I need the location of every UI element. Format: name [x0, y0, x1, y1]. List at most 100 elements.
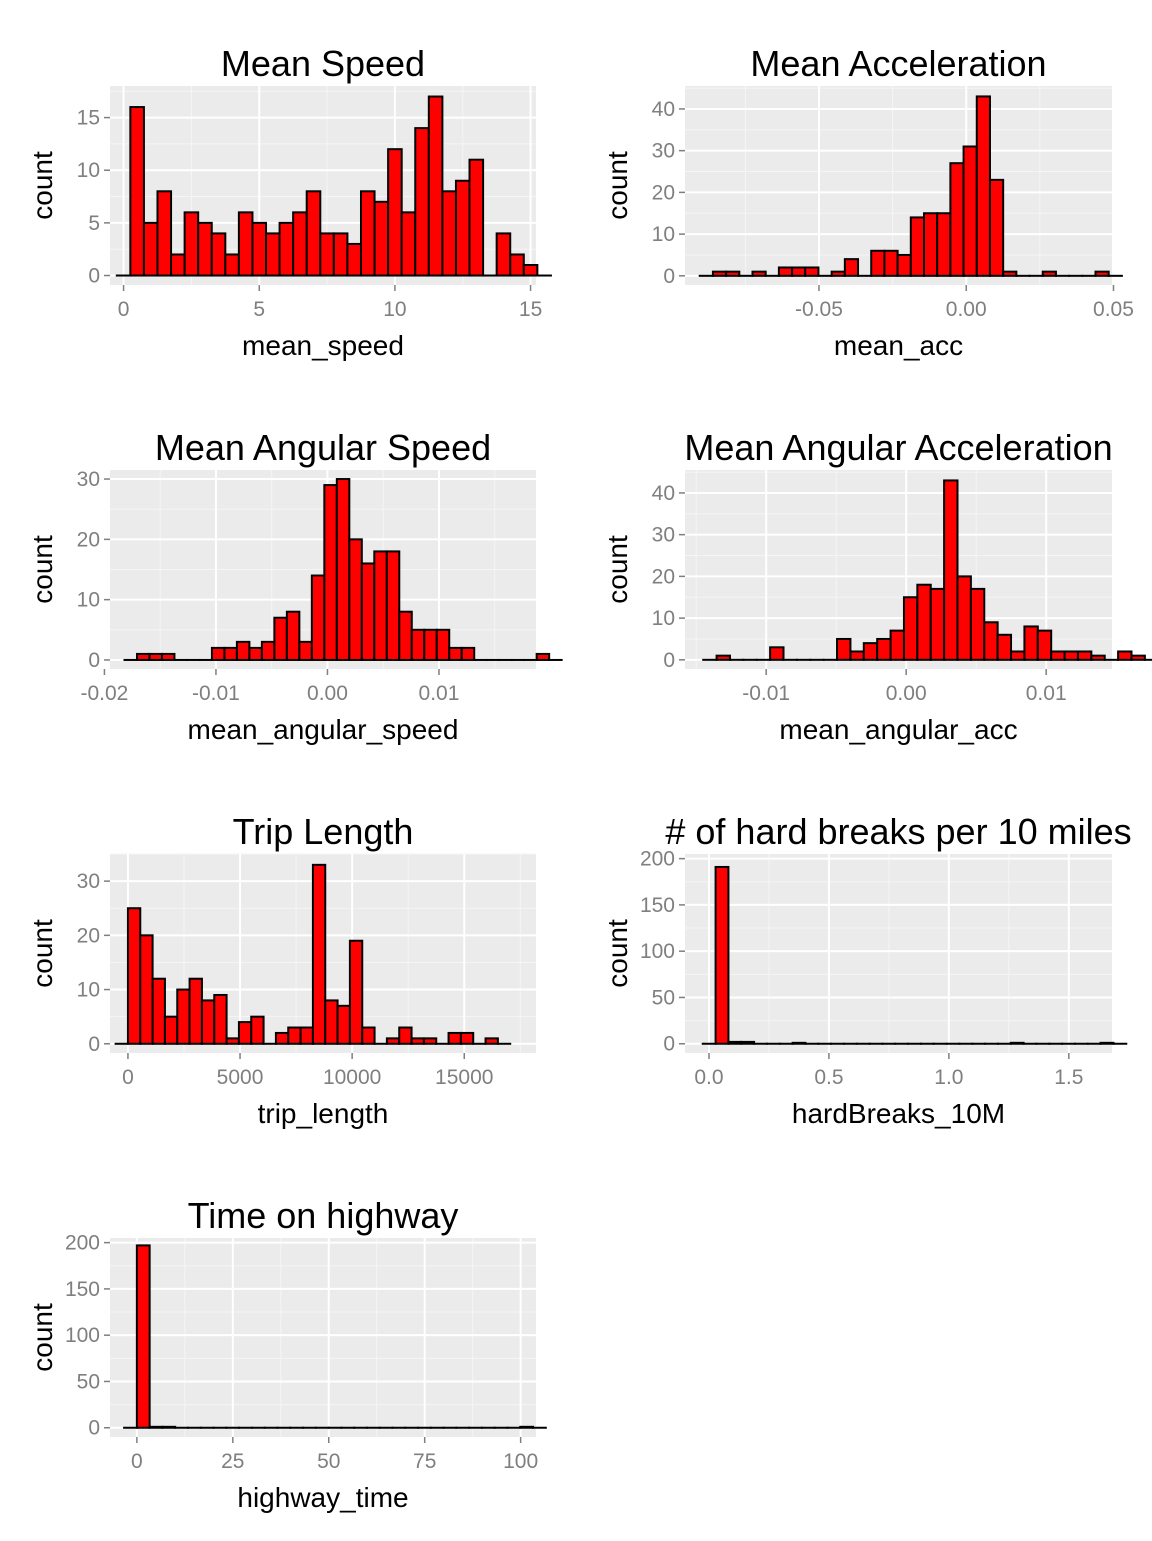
histogram-bar — [864, 643, 877, 660]
histogram-bar — [412, 1038, 424, 1043]
y-tick-label: 30 — [77, 870, 100, 893]
x-tick-label: 25 — [221, 1450, 244, 1473]
y-tick-label: 20 — [652, 181, 675, 204]
histogram-bar — [442, 191, 456, 275]
y-axis-title: count — [602, 151, 633, 220]
histogram-bar — [741, 1042, 754, 1044]
y-tick-label: 15 — [77, 107, 100, 130]
histogram-bar — [461, 1033, 473, 1044]
chart-title: Mean Angular Speed — [155, 427, 491, 468]
histogram-bar — [349, 539, 361, 660]
histogram-bar — [375, 202, 389, 276]
histogram-bar — [239, 1022, 251, 1044]
x-tick-label: 1.5 — [1054, 1066, 1083, 1089]
histogram-bar — [524, 265, 538, 276]
y-tick-label: 30 — [652, 524, 675, 547]
histogram-bar — [462, 648, 474, 660]
x-tick-label: 75 — [413, 1450, 436, 1473]
x-tick-label: 100 — [503, 1450, 538, 1473]
histogram-bar — [227, 1038, 239, 1043]
histogram-bar — [1078, 651, 1091, 659]
histogram-bar — [957, 576, 970, 659]
histogram-bar — [212, 648, 224, 660]
histogram-bar — [313, 865, 325, 1044]
histogram-bar — [984, 622, 997, 660]
y-tick-label: 5 — [88, 212, 100, 235]
histogram-bar — [964, 146, 977, 275]
histogram-bar — [144, 223, 158, 276]
histogram-bar — [429, 97, 443, 276]
histogram-bar — [713, 272, 726, 276]
histogram-bar — [1038, 631, 1051, 660]
histogram-bar — [140, 935, 152, 1043]
histogram-bar — [726, 272, 739, 276]
histogram-bar — [904, 597, 917, 660]
y-tick-label: 0 — [663, 649, 675, 672]
y-tick-label: 0 — [88, 1033, 100, 1056]
histogram-bar — [324, 485, 336, 660]
histogram-bar — [274, 618, 286, 660]
histogram-bar — [165, 1017, 177, 1044]
histogram-bar — [212, 233, 226, 275]
histogram-bar — [470, 160, 484, 276]
histogram-bar — [871, 251, 884, 276]
histogram-bar — [924, 213, 937, 276]
histogram-bar — [276, 1033, 288, 1044]
y-tick-label: 40 — [652, 98, 675, 121]
histogram-bar — [402, 212, 416, 275]
x-tick-label: 0 — [118, 298, 130, 321]
y-tick-label: 20 — [77, 528, 100, 551]
y-tick-label: 0 — [663, 265, 675, 288]
histogram-bar — [456, 181, 470, 276]
histogram-bar — [337, 479, 349, 660]
histogram-bar — [177, 990, 189, 1044]
histogram-bar — [805, 267, 818, 275]
y-tick-label: 100 — [640, 940, 675, 963]
histogram-bar — [361, 191, 375, 275]
chart-title: Mean Angular Acceleration — [684, 427, 1112, 468]
x-axis-title: trip_length — [258, 1098, 389, 1129]
x-tick-label: 15 — [519, 298, 542, 321]
histogram-bar — [185, 212, 199, 275]
histogram-bar — [424, 630, 436, 660]
y-axis-title: count — [27, 151, 58, 220]
histogram-bar — [280, 223, 294, 276]
x-tick-label: -0.05 — [795, 298, 843, 321]
y-tick-label: 10 — [652, 223, 675, 246]
histogram-bar — [950, 163, 963, 276]
x-tick-label: 5 — [253, 298, 265, 321]
histogram-bar — [1131, 656, 1144, 660]
histogram-bar — [214, 995, 226, 1044]
histogram-bar — [157, 191, 171, 275]
histogram-bar — [307, 191, 321, 275]
histogram-bar — [944, 480, 957, 659]
histogram-bar — [252, 223, 266, 276]
x-tick-label: 0.00 — [886, 682, 927, 705]
histogram-bar — [486, 1038, 498, 1043]
histogram-bar — [1043, 272, 1056, 276]
histogram-bar — [362, 563, 374, 659]
x-tick-label: 10 — [383, 298, 406, 321]
panel-background — [685, 854, 1112, 1053]
histogram-bar — [898, 255, 911, 276]
histogram-bar — [162, 654, 174, 660]
y-tick-label: 10 — [77, 979, 100, 1002]
histogram-bar — [137, 654, 149, 660]
histogram-bar — [832, 272, 845, 276]
histogram-bar — [770, 647, 783, 660]
panel-background — [110, 1238, 536, 1437]
histogram-bar — [1011, 651, 1024, 659]
histogram-bar — [971, 589, 984, 660]
histogram-bar — [1118, 651, 1131, 659]
chart-title: Mean Speed — [221, 43, 425, 84]
y-tick-label: 50 — [77, 1370, 100, 1393]
histogram-bar — [301, 1028, 313, 1044]
histogram-bar — [1101, 1043, 1114, 1044]
y-tick-label: 10 — [77, 589, 100, 612]
histogram-bar — [717, 656, 730, 660]
x-tick-label: 0.0 — [694, 1066, 723, 1089]
histogram-bar — [520, 1427, 533, 1428]
x-axis-title: highway_time — [237, 1482, 408, 1513]
x-tick-label: -0.01 — [192, 682, 240, 705]
histogram-bar — [162, 1427, 175, 1428]
